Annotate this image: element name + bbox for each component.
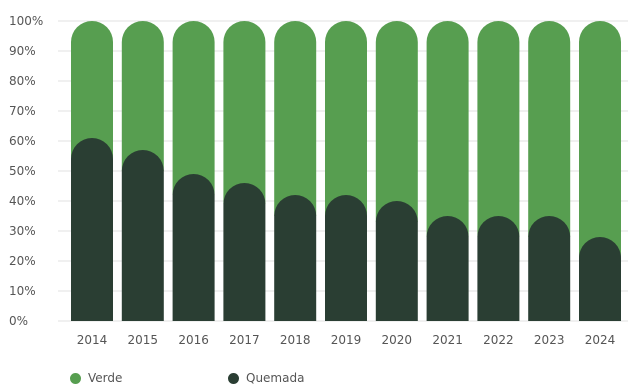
x-tick-label: 2024	[585, 333, 616, 347]
y-tick-label: 10%	[9, 284, 36, 298]
y-tick-label: 90%	[9, 44, 36, 58]
bar-quemada	[71, 138, 113, 321]
x-tick-label: 2023	[534, 333, 565, 347]
y-tick-label: 100%	[9, 14, 43, 28]
bar-quemada	[579, 237, 621, 321]
y-tick-label: 20%	[9, 254, 36, 268]
x-tick-label: 2016	[178, 333, 209, 347]
y-tick-label: 60%	[9, 134, 36, 148]
bar-verde	[375, 21, 418, 222]
y-tick-label: 70%	[9, 104, 36, 118]
legend-label-verde: Verde	[88, 371, 123, 385]
y-tick-label: 0%	[9, 314, 28, 328]
stacked-bar-chart: 0%10%20%30%40%50%60%70%80%90%100% 2014 20…	[9, 14, 628, 347]
bar-quemada	[172, 174, 215, 321]
bar-verde	[325, 21, 367, 216]
x-tick-label: 2021	[432, 333, 463, 347]
y-tick-label: 40%	[9, 194, 36, 208]
bar-quemada	[426, 216, 469, 321]
bar-verde	[477, 21, 520, 237]
legend-label-quemada: Quemada	[246, 371, 305, 385]
bar-verde	[579, 21, 621, 258]
x-axis-ticks: 2014 2015 2016 2017 2018 2019 2020 2021 2022 2023…	[77, 333, 616, 347]
x-tick-label: 2022	[483, 333, 514, 347]
legend: Verde Quemada	[0, 371, 631, 387]
y-axis-ticks: 0% 10% 20% 30% 40% 50% 60% 70% 80% 90% 100%	[9, 14, 43, 328]
legend-swatch-quemada	[228, 372, 239, 384]
bar-verde	[528, 21, 571, 237]
y-tick-label: 50%	[9, 164, 36, 178]
bar-verde	[121, 21, 164, 171]
bar-verde	[71, 21, 113, 159]
legend-swatch-verde	[70, 372, 81, 384]
bar-quemada	[477, 216, 520, 321]
y-tick-label: 80%	[9, 74, 36, 88]
bar-quemada	[274, 195, 317, 321]
x-tick-label: 2018	[280, 333, 311, 347]
x-tick-label: 2014	[77, 333, 108, 347]
bar-quemada	[528, 216, 571, 321]
bar-quemada	[121, 150, 164, 321]
bar-verde	[426, 21, 469, 237]
x-tick-label: 2017	[229, 333, 260, 347]
x-tick-label: 2015	[128, 333, 159, 347]
bar-quemada	[325, 195, 367, 321]
legend-item-verde: Verde	[70, 371, 122, 385]
bar-quemada	[375, 201, 418, 321]
legend-item-quemada: Quemada	[228, 371, 304, 385]
bars	[71, 21, 621, 321]
bar-verde	[274, 21, 317, 216]
bar-verde	[223, 21, 266, 204]
x-tick-label: 2020	[382, 333, 413, 347]
x-tick-label: 2019	[331, 333, 362, 347]
y-tick-label: 30%	[9, 224, 36, 238]
bar-verde	[172, 21, 215, 195]
bar-quemada	[223, 183, 266, 321]
